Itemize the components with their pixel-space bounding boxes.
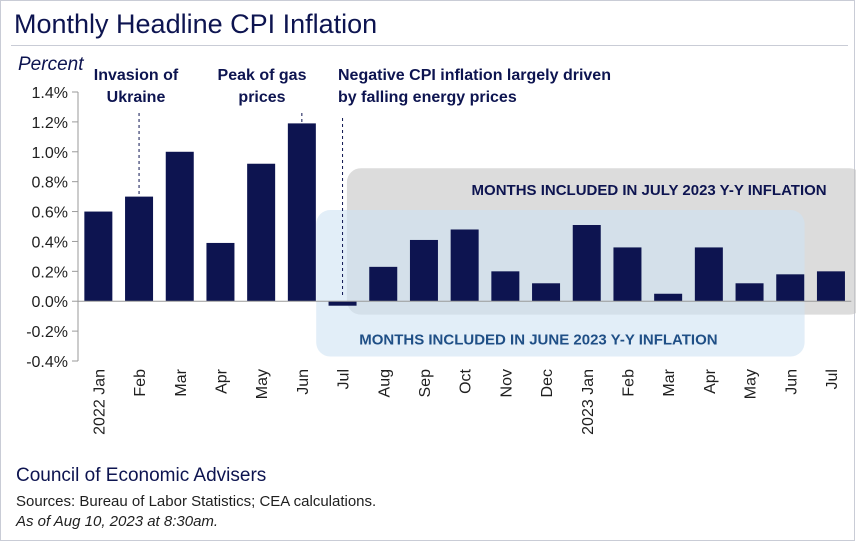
bar xyxy=(165,151,194,302)
title-divider xyxy=(11,45,848,46)
as-of-note: As of Aug 10, 2023 at 8:30am. xyxy=(16,513,219,530)
y-tick-label: 0.4% xyxy=(32,234,68,251)
bar xyxy=(369,266,398,302)
x-tick-label: Dec xyxy=(539,369,556,397)
x-tick-label: Mar xyxy=(661,368,678,396)
x-tick-label: Jul xyxy=(824,369,841,389)
annotation-text: prices xyxy=(238,89,285,106)
bar xyxy=(206,242,235,302)
x-tick-label: Apr xyxy=(213,368,230,394)
chart-title: Monthly Headline CPI Inflation xyxy=(14,9,378,39)
y-tick-label: 1.2% xyxy=(32,115,68,132)
x-tick-label: Jul xyxy=(336,369,353,389)
bar xyxy=(572,225,601,302)
bar xyxy=(816,271,845,302)
cpi-bar-chart: Percent MONTHS INCLUDED IN JULY 2023 Y-Y … xyxy=(18,54,856,435)
annotation-text: Invasion of xyxy=(94,67,179,84)
x-tick-label: Nov xyxy=(498,369,515,397)
footer: Council of Economic Advisers Sources: Bu… xyxy=(16,465,376,530)
bar xyxy=(654,293,683,302)
y-tick-label: -0.4% xyxy=(26,354,68,371)
x-tick-label: Aug xyxy=(376,369,393,397)
bar xyxy=(125,196,154,302)
organization-name: Council of Economic Advisers xyxy=(16,465,267,486)
x-tick-label: Oct xyxy=(458,368,475,393)
x-tick-label: 2023 Jan xyxy=(580,369,597,435)
bar xyxy=(694,247,723,302)
july-window-label: MONTHS INCLUDED IN JULY 2023 Y-Y INFLATI… xyxy=(472,182,827,199)
y-tick-label: 0.6% xyxy=(32,205,68,222)
bar xyxy=(776,274,805,302)
x-tick-label: Apr xyxy=(702,368,719,394)
x-tick-label: May xyxy=(254,369,271,399)
bar xyxy=(328,301,357,306)
x-tick-label: Jun xyxy=(295,369,312,395)
annotation-text: by falling energy prices xyxy=(338,89,517,106)
bar xyxy=(532,283,561,302)
x-tick-label: Sep xyxy=(417,369,434,398)
bar xyxy=(613,247,642,302)
bar xyxy=(491,271,520,302)
y-tick-label: 0.2% xyxy=(32,264,68,281)
x-tick-label: 2022 Jan xyxy=(91,369,108,435)
june-window-label: MONTHS INCLUDED IN JUNE 2023 Y-Y INFLATI… xyxy=(359,332,717,349)
annotation-text: Ukraine xyxy=(107,89,166,106)
x-tick-label: May xyxy=(743,369,760,399)
y-tick-label: 1.0% xyxy=(32,145,68,162)
y-tick-label: 0.8% xyxy=(32,175,68,192)
x-tick-label: Mar xyxy=(173,368,190,396)
x-tick-label: Feb xyxy=(620,369,637,397)
annotation-text: Peak of gas xyxy=(218,67,307,84)
y-tick-label: 0.0% xyxy=(32,294,68,311)
bar xyxy=(409,239,438,302)
y-tick-label: -0.2% xyxy=(26,324,68,341)
annotation-text: Negative CPI inflation largely driven xyxy=(338,67,611,84)
bar xyxy=(84,211,113,302)
bar xyxy=(450,229,479,302)
june-window-box xyxy=(316,210,805,357)
y-tick-label: 1.4% xyxy=(32,85,68,102)
bar xyxy=(287,123,316,302)
sources-note: Sources: Bureau of Labor Statistics; CEA… xyxy=(16,493,377,510)
bar xyxy=(735,283,764,302)
bar xyxy=(247,163,276,302)
y-axis-label: Percent xyxy=(18,54,84,75)
x-tick-label: Feb xyxy=(132,369,149,397)
x-tick-label: Jun xyxy=(783,369,800,395)
